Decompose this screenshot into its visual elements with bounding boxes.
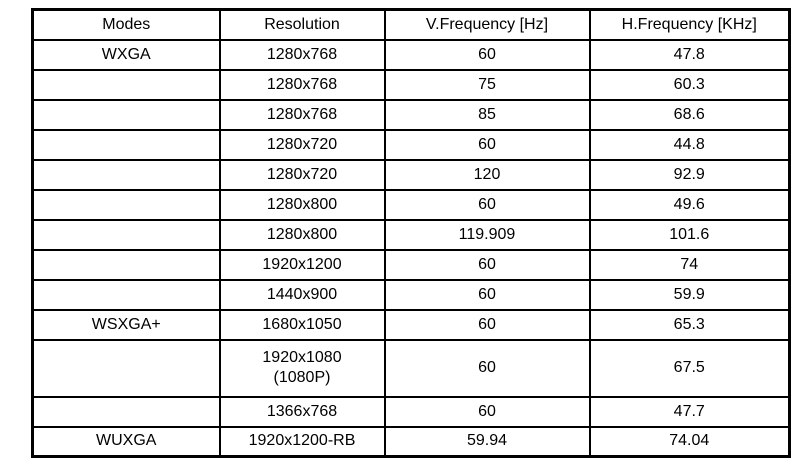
cell-resolution: 1280x800: [218, 218, 386, 251]
cell-resolution: 1440x900: [218, 278, 386, 311]
cell-mode: [31, 278, 221, 311]
col-header-h-frequency: H.Frequency [KHz]: [588, 8, 791, 41]
cell-resolution: 1280x768: [218, 98, 386, 131]
cell-v-frequency: 60: [383, 278, 591, 311]
cell-h-frequency: 65.3: [588, 308, 791, 341]
table-row: 1366x768 60 47.7: [31, 395, 791, 428]
cell-resolution: 1280x800: [218, 188, 386, 221]
col-header-resolution: Resolution: [218, 8, 386, 41]
table-row: 1280x720 120 92.9: [31, 158, 791, 191]
cell-v-frequency: 60: [383, 338, 591, 398]
cell-mode: WUXGA: [31, 425, 221, 458]
col-header-v-frequency: V.Frequency [Hz]: [383, 8, 591, 41]
cell-h-frequency: 92.9: [588, 158, 791, 191]
cell-resolution: 1920x1200: [218, 248, 386, 281]
table-row: 1280x768 75 60.3: [31, 68, 791, 101]
table-row: 1440x900 60 59.9: [31, 278, 791, 311]
cell-h-frequency: 74.04: [588, 425, 791, 458]
table-row: WUXGA 1920x1200-RB 59.94 74.04: [31, 425, 791, 458]
table-row: 1280x720 60 44.8: [31, 128, 791, 161]
cell-mode: [31, 188, 221, 221]
cell-mode: [31, 68, 221, 101]
cell-mode: [31, 98, 221, 131]
table-row: 1280x800 60 49.6: [31, 188, 791, 221]
cell-h-frequency: 68.6: [588, 98, 791, 131]
table-row: WXGA 1280x768 60 47.8: [31, 38, 791, 71]
cell-v-frequency: 60: [383, 38, 591, 71]
cell-h-frequency: 101.6: [588, 218, 791, 251]
cell-h-frequency: 47.8: [588, 38, 791, 71]
cell-v-frequency: 60: [383, 395, 591, 428]
cell-v-frequency: 59.94: [383, 425, 591, 458]
cell-v-frequency: 60: [383, 128, 591, 161]
header-row: Modes Resolution V.Frequency [Hz] H.Freq…: [31, 8, 791, 41]
cell-v-frequency: 75: [383, 68, 591, 101]
cell-mode: [31, 248, 221, 281]
cell-v-frequency: 85: [383, 98, 591, 131]
col-header-modes: Modes: [31, 8, 221, 41]
cell-mode: [31, 128, 221, 161]
cell-mode: [31, 338, 221, 398]
cell-resolution: 1920x1080 (1080P): [218, 338, 386, 398]
table-row: 1920x1200 60 74: [31, 248, 791, 281]
cell-resolution: 1280x768: [218, 68, 386, 101]
cell-mode: [31, 395, 221, 428]
display-modes-table: Modes Resolution V.Frequency [Hz] H.Freq…: [31, 8, 791, 458]
cell-h-frequency: 47.7: [588, 395, 791, 428]
cell-resolution: 1280x720: [218, 158, 386, 191]
cell-v-frequency: 119.909: [383, 218, 591, 251]
cell-h-frequency: 49.6: [588, 188, 791, 221]
table-row: 1920x1080 (1080P) 60 67.5: [31, 338, 791, 398]
cell-mode: WXGA: [31, 38, 221, 71]
cell-resolution: 1366x768: [218, 395, 386, 428]
cell-h-frequency: 60.3: [588, 68, 791, 101]
table-row: 1280x768 85 68.6: [31, 98, 791, 131]
cell-resolution: 1280x768: [218, 38, 386, 71]
cell-h-frequency: 67.5: [588, 338, 791, 398]
cell-resolution: 1280x720: [218, 128, 386, 161]
cell-mode: WSXGA+: [31, 308, 221, 341]
cell-mode: [31, 158, 221, 191]
cell-v-frequency: 120: [383, 158, 591, 191]
table-row: WSXGA+ 1680x1050 60 65.3: [31, 308, 791, 341]
cell-resolution: 1920x1200-RB: [218, 425, 386, 458]
table-row: 1280x800 119.909 101.6: [31, 218, 791, 251]
cell-h-frequency: 59.9: [588, 278, 791, 311]
cell-h-frequency: 44.8: [588, 128, 791, 161]
cell-mode: [31, 218, 221, 251]
cell-resolution: 1680x1050: [218, 308, 386, 341]
cell-v-frequency: 60: [383, 308, 591, 341]
cell-v-frequency: 60: [383, 248, 591, 281]
cell-h-frequency: 74: [588, 248, 791, 281]
cell-v-frequency: 60: [383, 188, 591, 221]
